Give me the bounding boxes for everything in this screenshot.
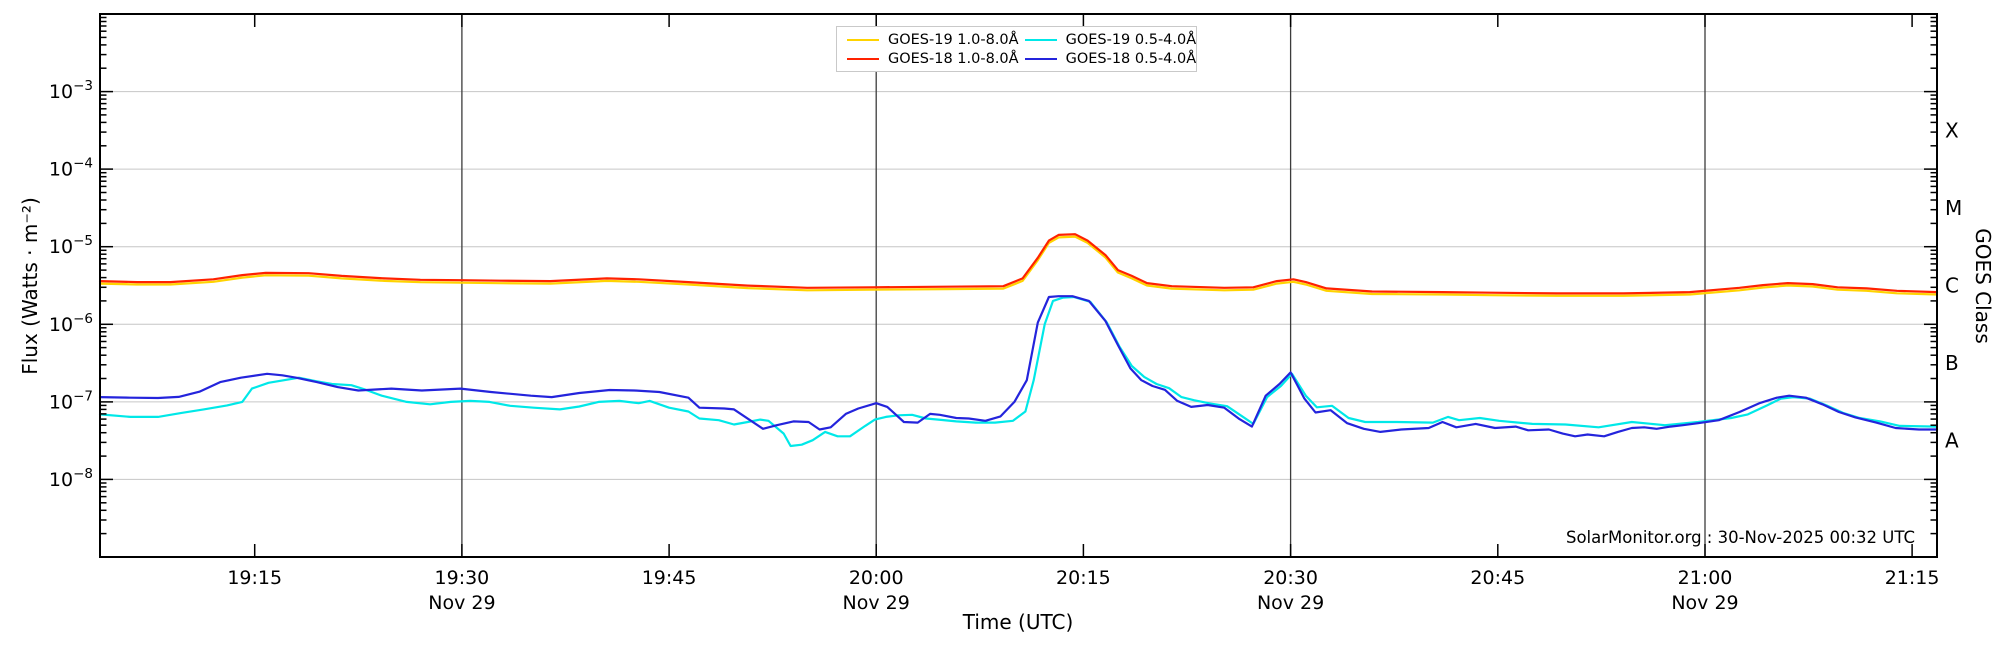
svg-text:19:30: 19:30 bbox=[435, 567, 490, 589]
plot-border bbox=[99, 13, 1938, 558]
svg-text:21:15: 21:15 bbox=[1885, 567, 1940, 589]
legend-entry: GOES-19 0.5-4.0Å bbox=[1024, 31, 1197, 48]
svg-text:10−3: 10−3 bbox=[49, 78, 93, 103]
series-line-goes-18-0-5-4-0- bbox=[98, 295, 1939, 438]
watermark-solarmonitor: SolarMonitor.org : 30-Nov-2025 00:32 UTC bbox=[1565, 528, 1915, 547]
svg-text:A: A bbox=[1945, 429, 1959, 453]
svg-text:20:45: 20:45 bbox=[1470, 567, 1525, 589]
series-line-goes-19-0-5-4-0- bbox=[98, 295, 1939, 448]
svg-text:10−5: 10−5 bbox=[49, 233, 93, 258]
legend-label: GOES-19 0.5-4.0Å bbox=[1065, 31, 1197, 48]
goes-class-letters: X M C B A bbox=[1945, 118, 1962, 452]
decade-gridlines bbox=[100, 91, 1937, 480]
y-axis-label-goes-class: GOES Class bbox=[1971, 228, 1995, 344]
legend-entry: GOES-18 0.5-4.0Å bbox=[1024, 50, 1197, 67]
flux-series bbox=[98, 233, 1939, 448]
svg-text:21:00: 21:00 bbox=[1678, 567, 1733, 589]
axis-ticks bbox=[100, 13, 1937, 558]
half-hour-vertical-lines bbox=[461, 14, 1706, 557]
svg-text:10−6: 10−6 bbox=[49, 311, 93, 336]
svg-text:Nov 29: Nov 29 bbox=[843, 592, 910, 614]
svg-text:X: X bbox=[1945, 118, 1959, 142]
svg-text:C: C bbox=[1945, 274, 1959, 298]
svg-text:20:00: 20:00 bbox=[849, 567, 904, 589]
series-line-goes-19-1-0-8-0- bbox=[98, 235, 1939, 297]
svg-text:20:30: 20:30 bbox=[1263, 567, 1318, 589]
svg-text:19:45: 19:45 bbox=[642, 567, 697, 589]
svg-text:10−8: 10−8 bbox=[49, 466, 93, 491]
svg-text:Nov 29: Nov 29 bbox=[428, 592, 495, 614]
legend-line-swatch-goes18-short bbox=[1024, 57, 1057, 60]
svg-text:10−7: 10−7 bbox=[49, 388, 93, 413]
legend-entry: GOES-19 1.0-8.0Å bbox=[847, 32, 1019, 48]
series-line-goes-18-1-0-8-0- bbox=[98, 233, 1939, 295]
svg-text:B: B bbox=[1945, 351, 1959, 375]
legend-line-swatch-goes18-long bbox=[847, 57, 879, 60]
legend-label: GOES-18 0.5-4.0Å bbox=[1065, 50, 1197, 67]
svg-text:Nov 29: Nov 29 bbox=[1671, 592, 1738, 614]
y-tick-labels: 10−3 10−4 10−5 10−6 10−7 10−8 bbox=[49, 78, 93, 491]
svg-text:10−4: 10−4 bbox=[49, 156, 93, 181]
legend-label: GOES-19 1.0-8.0Å bbox=[888, 31, 1019, 48]
svg-text:20:15: 20:15 bbox=[1056, 567, 1111, 589]
legend-line-swatch-goes19-long bbox=[847, 38, 879, 41]
svg-text:19:15: 19:15 bbox=[227, 567, 282, 589]
legend-label: GOES-18 1.0-8.0Å bbox=[888, 50, 1019, 67]
legend: GOES-19 1.0-8.0Å GOES-19 0.5-4.0Å GOES-1… bbox=[836, 26, 1197, 72]
legend-entry: GOES-18 1.0-8.0Å bbox=[847, 51, 1019, 67]
x-axis-label-time: Time (UTC) bbox=[962, 610, 1074, 634]
svg-text:M: M bbox=[1945, 196, 1962, 220]
svg-text:Nov 29: Nov 29 bbox=[1257, 592, 1324, 614]
legend-line-swatch-goes19-short bbox=[1024, 38, 1057, 41]
y-axis-label-flux: Flux (Watts · m⁻²) bbox=[18, 197, 42, 375]
x-tick-labels: 19:15 19:30 Nov 29 19:45 20:00 Nov 29 20:15 20:… bbox=[227, 567, 1939, 614]
